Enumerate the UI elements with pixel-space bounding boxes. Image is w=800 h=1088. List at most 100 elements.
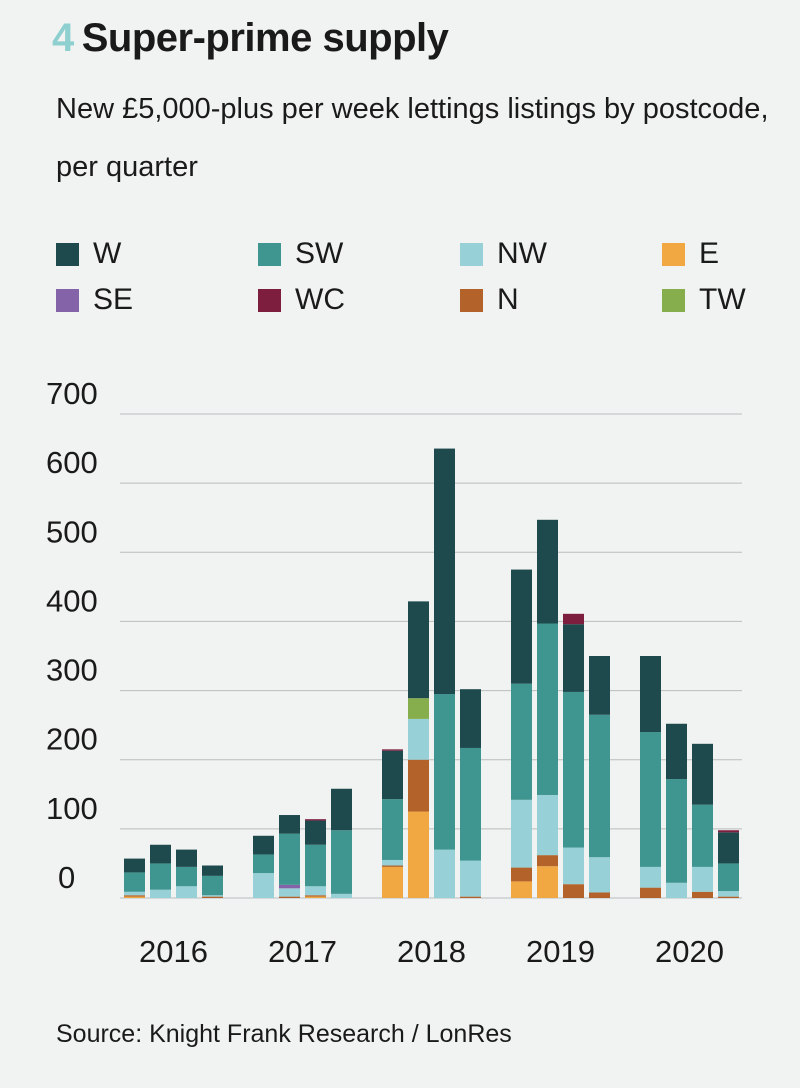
bar-n-2019-q1: [511, 867, 532, 882]
bar-sw-2019-q2: [537, 623, 558, 795]
bar-nw-2017-q4: [331, 893, 352, 898]
bar-w-2017-q2: [279, 815, 300, 834]
bar-w-2019-q2: [537, 519, 558, 624]
bar-e-2019-q2: [537, 866, 558, 898]
bar-sw-2017-q4: [331, 830, 352, 894]
bar-n-2019-q2: [537, 855, 558, 867]
bar-sw-2018-q4: [460, 747, 481, 861]
bar-nw-2020-q2: [666, 882, 687, 898]
bar-w-2018-q4: [460, 689, 481, 748]
bar-nw-2017-q2: [279, 888, 300, 897]
bar-sw-2019-q1: [511, 683, 532, 800]
legend-swatch-n: [460, 288, 483, 312]
bar-nw-2016-q1: [124, 891, 145, 896]
bar-se-2017-q2: [279, 884, 300, 889]
bar-nw-2018-q1: [382, 859, 403, 866]
bar-sw-2020-q2: [666, 779, 687, 883]
legend-item-sw: SW: [258, 236, 343, 272]
y-tick-label-0: 0: [58, 860, 75, 895]
legend-swatch-se: [56, 288, 79, 312]
bar-nw-2018-q3: [434, 849, 455, 898]
bar-sw-2018-q3: [434, 694, 455, 850]
chart-legend: W SW NW E SE WC N TW: [56, 236, 776, 326]
bar-n-2020-q4: [718, 896, 739, 898]
y-tick-label-200: 200: [46, 722, 98, 757]
bar-w-2016-q4: [202, 865, 223, 876]
bar-n-2018-q4: [460, 896, 481, 898]
bar-sw-2017-q1: [253, 854, 274, 874]
x-tick-label-2017: 2017: [268, 934, 337, 969]
bar-nw-2020-q4: [718, 891, 739, 897]
x-tick-label-2019: 2019: [526, 934, 595, 969]
bar-sw-2019-q4: [589, 714, 610, 858]
legend-swatch-sw: [258, 242, 281, 266]
legend-label-w: W: [93, 237, 122, 270]
bar-tw-2018-q2: [408, 698, 429, 719]
bar-n-2018-q1: [382, 865, 403, 867]
legend-item-nw: NW: [460, 236, 547, 272]
legend-item-tw: TW: [662, 282, 746, 318]
bar-n-2020-q3: [692, 891, 713, 898]
bar-nw-2019-q3: [563, 847, 584, 885]
legend-item-w: W: [56, 236, 121, 272]
legend-label-tw: TW: [699, 283, 746, 316]
bar-wc-2019-q3: [563, 613, 584, 625]
legend-label-nw: NW: [497, 237, 547, 270]
grid-lines: [120, 413, 742, 899]
x-tick-label-2018: 2018: [397, 934, 466, 969]
legend-label-n: N: [497, 283, 519, 316]
bar-nw-2019-q1: [511, 799, 532, 868]
legend-label-se: SE: [93, 283, 134, 316]
x-tick-label-2020: 2020: [655, 934, 724, 969]
bar-n-2017-q2: [279, 896, 300, 898]
bar-n-2019-q4: [589, 892, 610, 898]
chart-title-text: Super-prime supply: [81, 16, 449, 60]
bar-nw-2019-q4: [589, 857, 610, 893]
bars: [124, 448, 739, 898]
bar-sw-2016-q3: [176, 866, 197, 887]
y-tick-label-500: 500: [46, 514, 98, 549]
bar-sw-2016-q4: [202, 875, 223, 896]
bar-nw-2016-q3: [176, 886, 197, 898]
bar-w-2020-q4: [718, 832, 739, 864]
legend-item-e: E: [662, 236, 719, 272]
bar-w-2016-q3: [176, 849, 197, 867]
legend-swatch-nw: [460, 242, 483, 266]
bar-w-2017-q4: [331, 788, 352, 831]
bar-nw-2019-q2: [537, 794, 558, 856]
bar-n-2019-q3: [563, 884, 584, 898]
x-axis-tick-labels: 2016 2017 2018 2019 2020: [139, 934, 724, 969]
bar-w-2018-q3: [434, 448, 455, 695]
legend-swatch-tw: [662, 288, 685, 312]
legend-swatch-w: [56, 242, 79, 266]
y-tick-label-100: 100: [46, 791, 98, 826]
bar-w-2018-q2: [408, 601, 429, 699]
bar-nw-2018-q2: [408, 718, 429, 760]
bar-w-2019-q3: [563, 624, 584, 692]
legend-item-se: SE: [56, 282, 133, 318]
legend-item-n: N: [460, 282, 519, 318]
bar-e-2016-q1: [124, 896, 145, 898]
bar-sw-2017-q2: [279, 833, 300, 885]
bar-e-2018-q1: [382, 866, 403, 898]
bar-wc-2018-q1: [382, 749, 403, 751]
bar-n-2017-q3: [305, 895, 326, 897]
chart-title: 4 Super-prime supply: [52, 16, 449, 61]
chart-subtitle: New £5,000-plus per week lettings listin…: [56, 93, 769, 183]
bar-n-2018-q2: [408, 759, 429, 812]
bar-sw-2019-q3: [563, 691, 584, 848]
bar-nw-2020-q3: [692, 866, 713, 892]
bar-nw-2016-q2: [150, 889, 171, 898]
bar-w-2017-q1: [253, 835, 274, 855]
bar-e-2019-q1: [511, 881, 532, 898]
bar-nw-2020-q1: [640, 866, 661, 888]
bar-nw-2017-q3: [305, 886, 326, 896]
x-tick-label-2016: 2016: [139, 934, 208, 969]
bar-e-2018-q2: [408, 811, 429, 898]
legend-label-wc: WC: [295, 283, 345, 316]
bar-w-2016-q2: [150, 844, 171, 864]
y-axis-tick-labels: 0 100 200 300 400 500 600 700: [46, 376, 98, 895]
bar-wc-2017-q3: [305, 819, 326, 821]
bar-w-2019-q4: [589, 656, 610, 715]
